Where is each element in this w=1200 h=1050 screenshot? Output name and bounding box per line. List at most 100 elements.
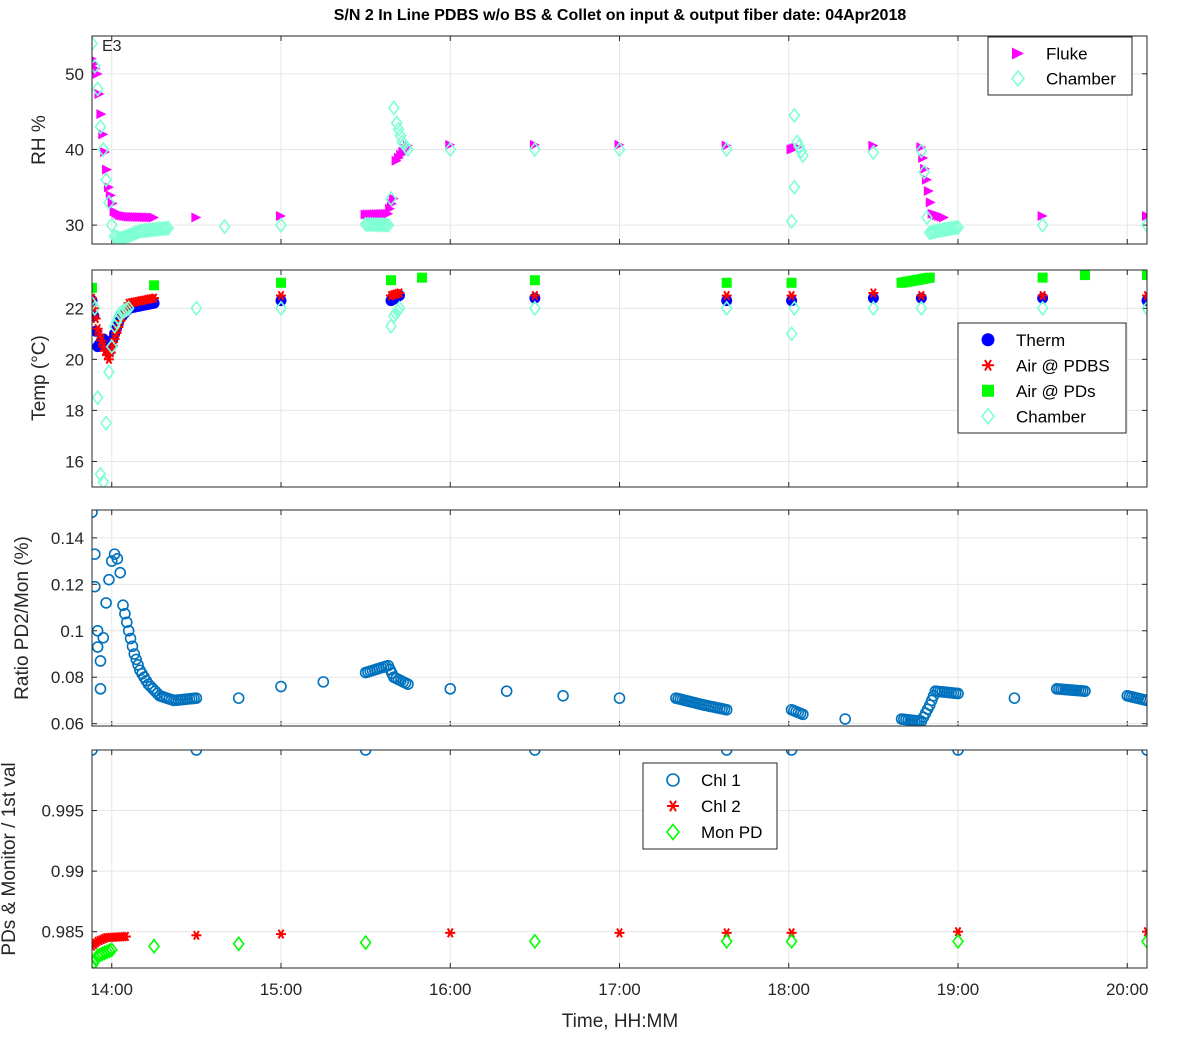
- data-point: [116, 230, 129, 244]
- x-axis-label: Time, HH:MM: [562, 1011, 678, 1032]
- data-point: [92, 510, 98, 519]
- data-point: [94, 655, 107, 667]
- data-point: [924, 272, 935, 283]
- data-point: [786, 277, 797, 288]
- y-tick-label: 30: [65, 216, 84, 235]
- data-point: [105, 217, 118, 233]
- data-point: [191, 930, 202, 941]
- legend: Therm Air @ PDBS Air @ PDs Chamber: [957, 322, 1127, 434]
- legend-entry: Air @ PDs: [1016, 382, 1096, 401]
- axes-box: [91, 749, 1148, 969]
- data-point: [92, 293, 97, 303]
- data-point: [191, 212, 202, 223]
- y-tick-label: 0.99: [51, 862, 84, 881]
- data-point: [111, 552, 124, 565]
- data-point: [1037, 272, 1048, 283]
- y-axis-label: Temp (°C): [29, 335, 50, 421]
- data-point: [393, 300, 406, 317]
- x-tick-label: 15:00: [260, 980, 303, 999]
- exponent-annotation: E3: [102, 38, 122, 55]
- data-point: [528, 300, 541, 317]
- data-point: [94, 329, 105, 340]
- data-point: [122, 300, 135, 317]
- data-point: [1142, 926, 1147, 937]
- data-point: [952, 687, 964, 700]
- data-point: [94, 683, 107, 695]
- data-point: [105, 942, 118, 958]
- data-point: [102, 194, 115, 211]
- y-tick-label: 0.06: [51, 715, 84, 734]
- legend-entry: Chamber: [1016, 407, 1086, 426]
- data-point: [377, 217, 390, 233]
- data-point: [444, 683, 457, 695]
- data-point: [721, 290, 732, 301]
- data-point: [92, 323, 103, 334]
- legend-entry: Fluke: [1046, 45, 1088, 64]
- plot-area: [92, 510, 1147, 726]
- data-point: [359, 934, 372, 951]
- legend-entry: Chl 2: [701, 797, 741, 816]
- axes-box: [91, 509, 1148, 727]
- data-point: [1142, 211, 1147, 222]
- data-point: [379, 217, 392, 233]
- data-point: [382, 217, 395, 233]
- data-point: [938, 212, 949, 223]
- panel-4: 0.985 0.99 0.995 PDs & Monitor / 1st val Chl…: [0, 749, 1148, 969]
- data-point: [118, 303, 131, 319]
- data-point: [162, 220, 175, 236]
- data-point: [401, 141, 414, 158]
- y-tick-label: 40: [65, 140, 84, 159]
- x-tick-labels: 14:00 15:00 16:00 17:00 18:00 19:00 20:00: [90, 980, 1148, 999]
- data-point: [101, 944, 114, 960]
- data-point: [190, 750, 203, 756]
- data-point: [529, 750, 541, 756]
- data-point: [103, 573, 115, 586]
- data-point: [149, 280, 160, 291]
- series-ratio: [92, 510, 1147, 726]
- legend-entry: Mon PD: [701, 823, 762, 842]
- legend-marker: [1010, 69, 1026, 88]
- data-point: [947, 220, 960, 236]
- data-point: [1140, 933, 1147, 950]
- panel-3: 0.06 0.08 0.1 0.12 0.14 Ratio PD2/Mon (%): [12, 509, 1148, 734]
- data-point: [1142, 270, 1147, 281]
- data-point: [92, 957, 99, 968]
- data-point: [275, 277, 286, 288]
- data-point: [92, 641, 104, 653]
- data-point: [1079, 270, 1090, 281]
- data-point: [949, 219, 962, 236]
- data-point: [100, 415, 113, 431]
- plot-area: [92, 36, 1147, 244]
- data-point: [105, 555, 118, 567]
- legend-marker: [982, 384, 994, 397]
- data-point: [1142, 290, 1147, 301]
- data-point: [529, 290, 540, 301]
- legend: Chl 1 Chl 2 Mon PD: [642, 762, 778, 850]
- figure-title: S/N 2 In Line PDBS w/o BS & Collet on in…: [334, 7, 907, 24]
- data-point: [92, 300, 101, 317]
- data-point: [111, 328, 122, 338]
- data-point: [557, 690, 569, 702]
- series-chl-2: [92, 926, 1147, 952]
- legend-marker: [981, 333, 995, 347]
- data-point: [788, 300, 801, 317]
- x-tick-label: 14:00: [90, 980, 133, 999]
- data-point: [720, 141, 733, 158]
- y-tick-label: 50: [65, 65, 84, 84]
- data-point: [390, 115, 403, 131]
- data-point: [402, 678, 414, 690]
- data-point: [500, 685, 513, 697]
- data-point: [159, 220, 173, 237]
- x-tick-label: 16:00: [429, 980, 472, 999]
- data-point: [112, 309, 125, 326]
- data-point: [394, 127, 407, 144]
- data-point: [951, 219, 965, 236]
- data-point: [130, 653, 142, 666]
- data-point: [794, 143, 807, 159]
- legend-marker: [665, 823, 681, 841]
- data-point: [126, 640, 139, 653]
- data-point: [385, 318, 398, 334]
- data-point: [1140, 217, 1147, 233]
- data-point: [915, 300, 928, 317]
